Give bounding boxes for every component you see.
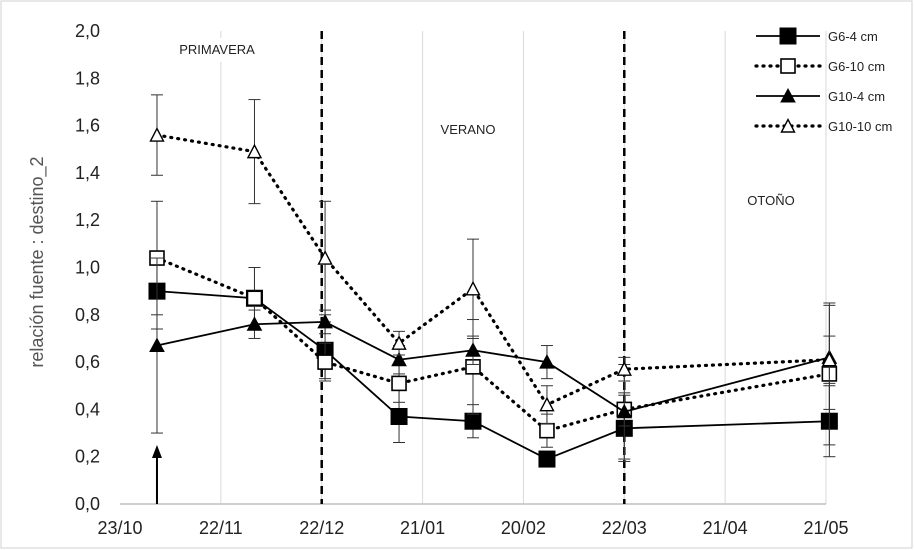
data-point: [539, 422, 555, 439]
axis-layer: 23/10 22/11 22/12 21/01 20/02 22/03 21/04 21/05…: [75, 21, 849, 538]
y-tick-label: 2,0: [75, 21, 100, 41]
series-g10-10-cm: [149, 94, 838, 425]
x-tick-label: 22/12: [299, 518, 344, 538]
legend-marker: [780, 58, 796, 74]
data-point: [616, 403, 633, 419]
series-line: [155, 256, 831, 433]
x-tick-label: 22/11: [199, 518, 243, 538]
legend-entry: G10-10 cm: [828, 119, 892, 134]
arrow-head: [151, 445, 162, 458]
y-tick-label: 1,0: [75, 258, 100, 278]
data-point: [391, 375, 407, 392]
y-tick-label: 1,6: [75, 116, 100, 136]
legend-marker: [780, 87, 796, 103]
data-point: [465, 342, 481, 357]
data-point: [149, 127, 165, 142]
season-layer: PRIMAVERA VERANO OTOÑO: [151, 31, 805, 504]
season-label-bg: [430, 118, 506, 142]
data-point: [391, 351, 407, 367]
data-point: [391, 335, 407, 350]
y-tick-label: 1,4: [75, 163, 100, 183]
data-point: [539, 396, 555, 412]
y-tick-label: 0,8: [75, 305, 100, 325]
x-tick-label: 21/04: [703, 518, 748, 538]
legend: G6-4 cm G6-10 cm G10-4 cm G10-10 cm: [754, 27, 892, 134]
legend-entry: G6-10 cm: [828, 59, 885, 74]
series-g10-4-cm: [149, 257, 838, 460]
season-label: PRIMAVERA: [179, 42, 255, 57]
legend-marker: [780, 117, 796, 133]
data-point: [149, 337, 165, 353]
data-point: [616, 361, 632, 376]
data-point: [317, 313, 333, 329]
data-point: [246, 316, 263, 331]
legend-entry: G6-4 cm: [828, 29, 878, 44]
data-point: [539, 354, 555, 369]
x-tick-label: 20/02: [501, 518, 546, 538]
season-label: OTOÑO: [747, 193, 794, 208]
data-point: [317, 354, 333, 370]
legend-entry: G10-4 cm: [828, 89, 885, 104]
y-tick-label: 0,0: [75, 494, 100, 514]
x-tick-label: 21/05: [803, 518, 848, 538]
y-tick-label: 0,2: [75, 447, 100, 467]
y-tick-label: 1,2: [75, 210, 100, 230]
data-point: [390, 407, 408, 425]
season-label: VERANO: [441, 122, 496, 137]
data-point: [465, 280, 481, 296]
data-point: [246, 290, 263, 307]
x-tick-label: 21/01: [400, 518, 445, 538]
data-point: [246, 143, 263, 159]
y-tick-label: 0,4: [75, 399, 100, 419]
data-point: [538, 450, 556, 468]
data-point: [317, 250, 333, 265]
x-tick-label: 23/10: [97, 518, 142, 538]
series-layer: [148, 94, 838, 468]
legend-marker: [779, 27, 797, 45]
season-label-bg: [166, 38, 268, 62]
y-tick-label: 0,6: [75, 352, 100, 372]
y-tick-label: 1,8: [75, 68, 100, 88]
data-point: [821, 351, 838, 367]
series-line: [155, 133, 831, 407]
series-line: [156, 320, 830, 413]
x-tick-label: 22/03: [602, 518, 647, 538]
season-label-bg: [737, 189, 805, 213]
y-axis-title: relación fuente : destino_2: [27, 156, 48, 367]
data-point: [464, 412, 482, 430]
